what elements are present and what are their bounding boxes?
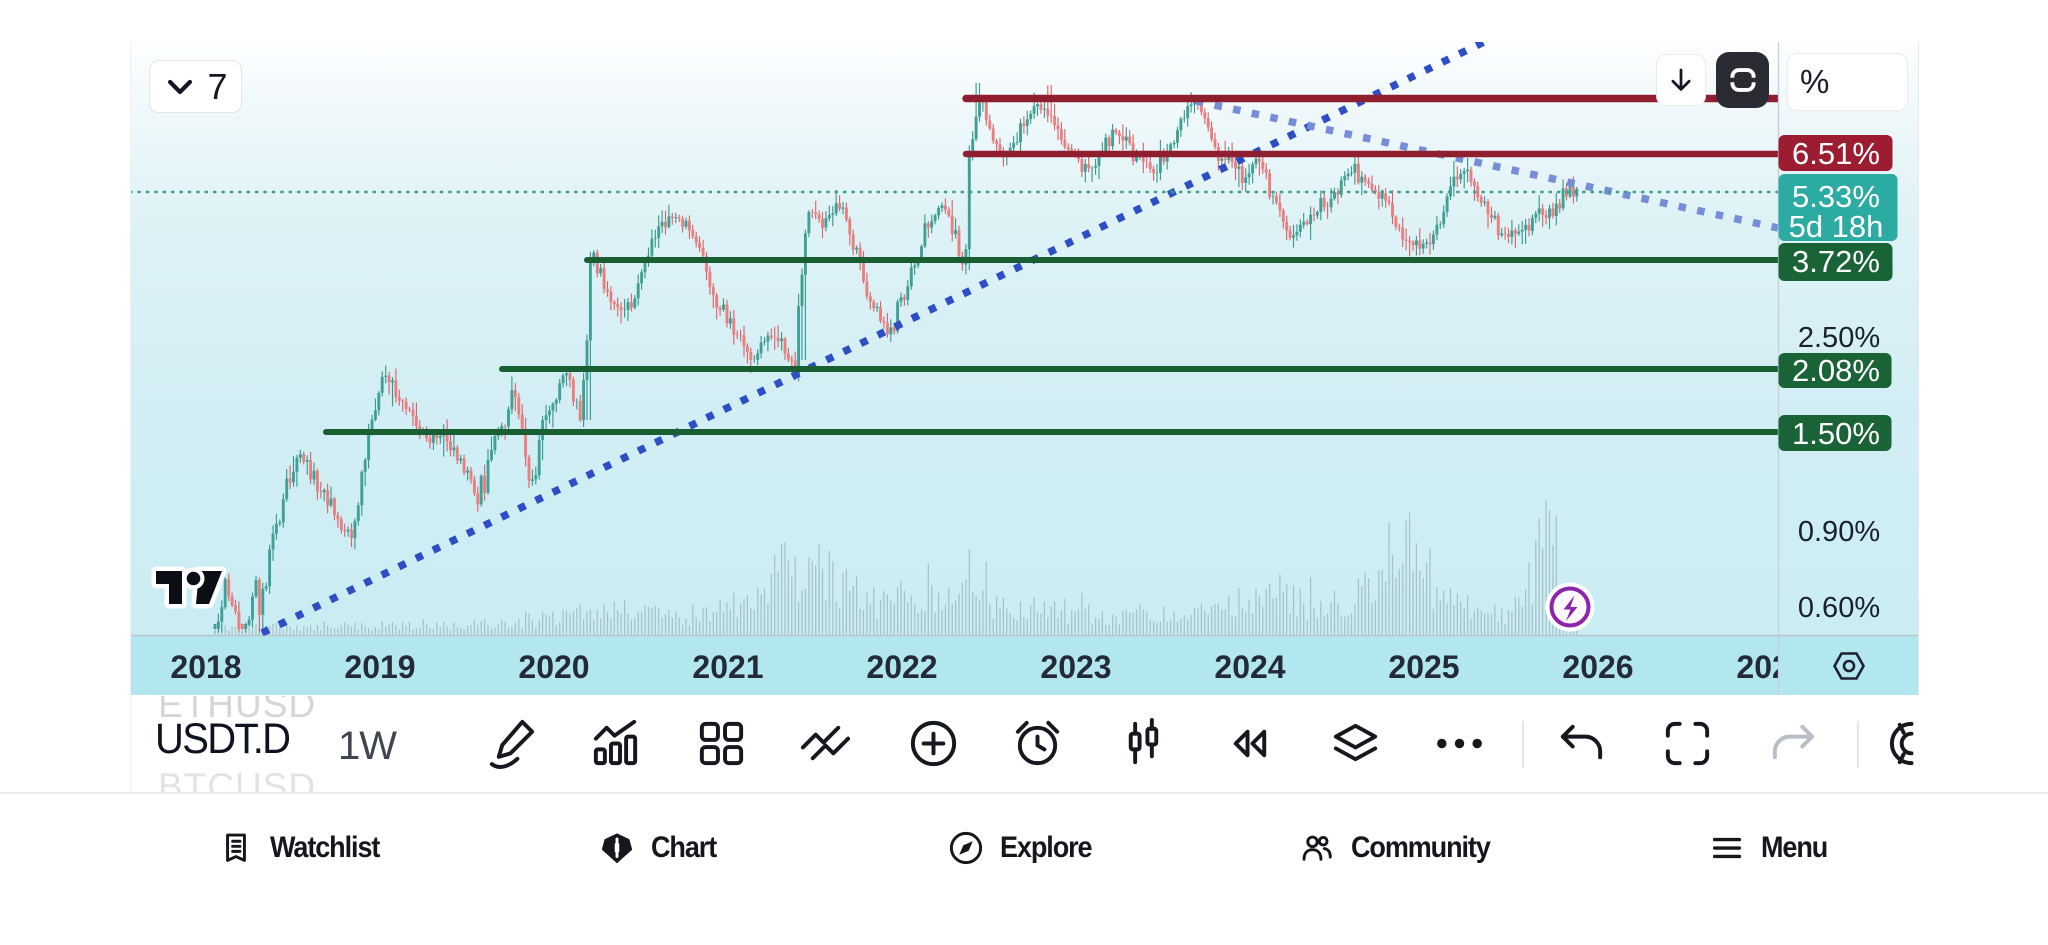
svg-text:2025: 2025	[1388, 649, 1459, 685]
svg-text:5.33%: 5.33%	[1792, 179, 1880, 214]
svg-text:2021: 2021	[692, 649, 763, 685]
svg-text:2.08%: 2.08%	[1792, 353, 1880, 388]
svg-text:2019: 2019	[344, 649, 415, 685]
svg-text:2024: 2024	[1214, 649, 1285, 685]
svg-text:6.51%: 6.51%	[1792, 136, 1880, 171]
svg-text:2023: 2023	[1040, 649, 1111, 685]
svg-text:2022: 2022	[866, 649, 937, 685]
svg-text:2.50%: 2.50%	[1798, 322, 1880, 354]
svg-text:0.60%: 0.60%	[1798, 592, 1880, 624]
svg-text:2018: 2018	[170, 649, 241, 685]
svg-text:5d 18h: 5d 18h	[1789, 209, 1884, 244]
svg-text:0.90%: 0.90%	[1798, 516, 1880, 548]
svg-text:2020: 2020	[518, 649, 589, 685]
svg-text:2026: 2026	[1562, 649, 1633, 685]
svg-text:2027: 2027	[1736, 649, 1807, 685]
svg-text:1.50%: 1.50%	[1792, 416, 1880, 451]
svg-text:3.72%: 3.72%	[1792, 244, 1880, 279]
